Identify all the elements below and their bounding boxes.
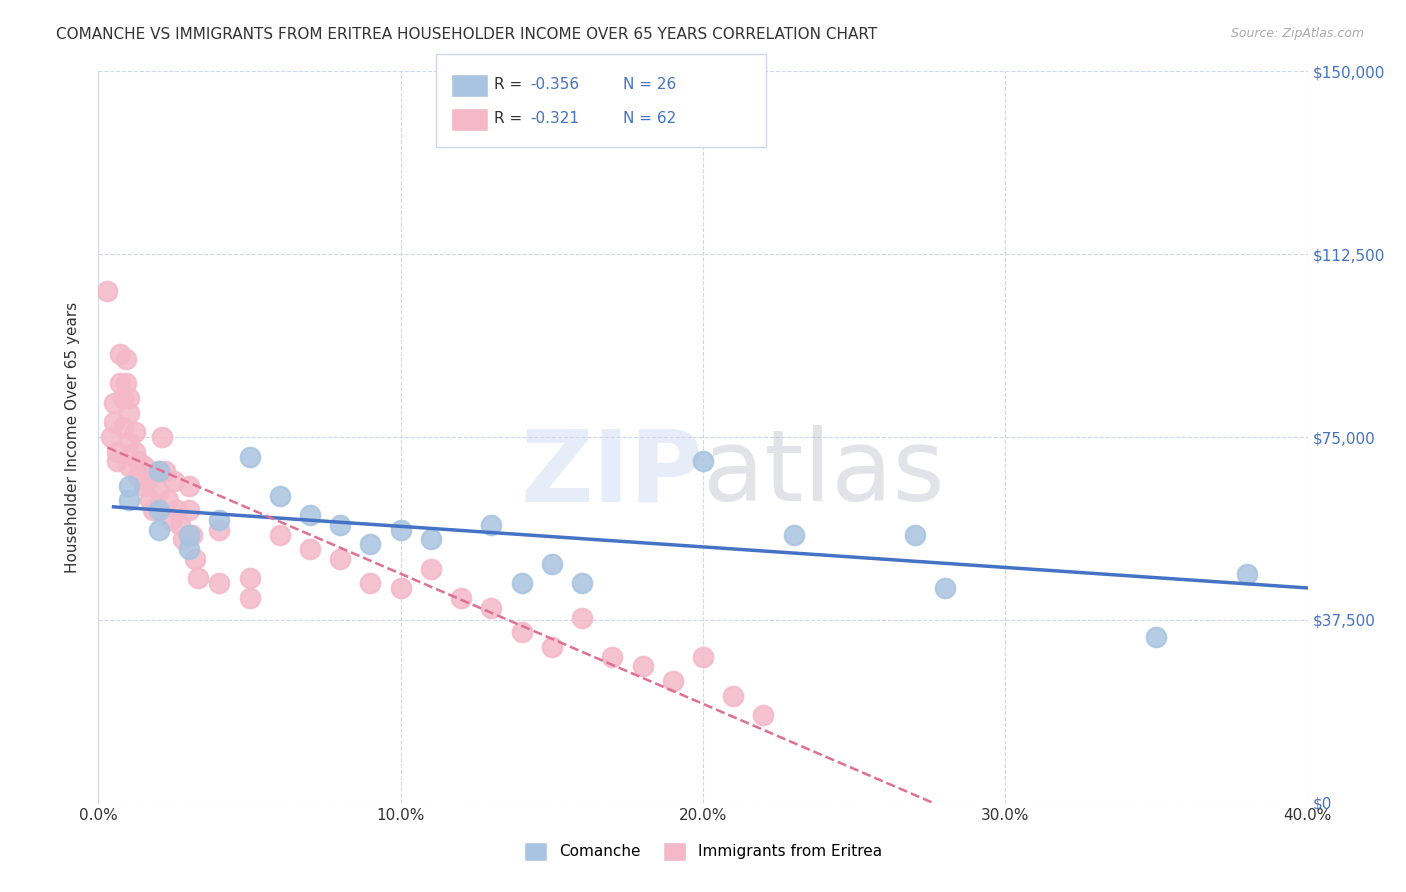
Point: [360, 537, 382, 551]
Point: [150, 430, 173, 444]
Point: [132, 459, 155, 474]
Point: [540, 557, 562, 571]
Point: [129, 464, 152, 478]
Point: [103, 396, 125, 410]
Point: [172, 533, 194, 547]
Point: [118, 406, 141, 420]
Point: [163, 474, 186, 488]
Text: N = 26: N = 26: [623, 78, 676, 92]
Point: [118, 434, 141, 449]
Point: [692, 454, 714, 468]
Point: [187, 572, 209, 586]
Point: [389, 523, 412, 537]
Point: [360, 576, 382, 591]
Point: [692, 649, 714, 664]
Point: [269, 489, 291, 503]
Point: [239, 572, 262, 586]
Point: [108, 376, 131, 391]
Point: [481, 517, 503, 532]
Text: -0.356: -0.356: [530, 78, 579, 92]
Point: [208, 513, 231, 527]
Point: [239, 591, 262, 605]
Text: ZIP: ZIP: [520, 425, 703, 522]
Point: [934, 581, 956, 595]
Point: [208, 576, 231, 591]
Point: [135, 474, 157, 488]
Point: [389, 581, 412, 595]
Point: [114, 376, 136, 391]
Point: [166, 503, 188, 517]
Point: [103, 416, 125, 430]
Point: [510, 625, 533, 640]
Point: [602, 649, 624, 664]
Text: atlas: atlas: [703, 425, 945, 522]
Point: [118, 493, 141, 508]
Point: [160, 513, 183, 527]
Point: [124, 425, 146, 440]
Point: [179, 542, 201, 557]
Point: [184, 552, 207, 566]
Point: [179, 479, 201, 493]
Point: [239, 450, 262, 464]
Point: [329, 517, 352, 532]
Point: [111, 420, 134, 434]
Y-axis label: Householder Income Over 65 years: Householder Income Over 65 years: [65, 301, 80, 573]
Point: [118, 459, 141, 474]
Point: [179, 503, 201, 517]
Point: [783, 527, 806, 541]
Point: [148, 503, 170, 517]
Text: R =: R =: [494, 112, 527, 126]
Point: [139, 493, 162, 508]
Text: COMANCHE VS IMMIGRANTS FROM ERITREA HOUSEHOLDER INCOME OVER 65 YEARS CORRELATION: COMANCHE VS IMMIGRANTS FROM ERITREA HOUS…: [56, 27, 877, 42]
Point: [450, 591, 472, 605]
Point: [481, 600, 503, 615]
Point: [105, 454, 128, 468]
Point: [114, 352, 136, 367]
Point: [132, 479, 155, 493]
Point: [904, 527, 927, 541]
Legend: Comanche, Immigrants from Eritrea: Comanche, Immigrants from Eritrea: [516, 834, 890, 868]
Text: R =: R =: [494, 78, 527, 92]
Point: [571, 610, 593, 624]
Point: [420, 562, 443, 576]
Point: [208, 523, 231, 537]
Point: [299, 508, 322, 522]
Point: [96, 284, 118, 298]
Point: [631, 659, 654, 673]
Point: [571, 576, 593, 591]
Point: [105, 444, 128, 458]
Point: [179, 527, 201, 541]
Point: [142, 503, 165, 517]
Text: -0.321: -0.321: [530, 112, 579, 126]
Point: [108, 347, 131, 361]
Point: [148, 464, 170, 478]
Point: [752, 708, 775, 723]
Point: [181, 527, 204, 541]
Point: [118, 391, 141, 405]
Point: [510, 576, 533, 591]
Point: [1236, 566, 1258, 581]
Point: [100, 430, 122, 444]
Point: [723, 689, 745, 703]
Point: [153, 464, 176, 478]
Point: [420, 533, 443, 547]
Point: [111, 391, 134, 405]
Point: [156, 493, 179, 508]
Point: [540, 640, 562, 654]
Point: [661, 673, 683, 688]
Text: N = 62: N = 62: [623, 112, 676, 126]
Point: [127, 454, 149, 468]
Point: [148, 483, 170, 498]
Point: [124, 444, 146, 458]
Point: [118, 479, 141, 493]
Text: Source: ZipAtlas.com: Source: ZipAtlas.com: [1230, 27, 1364, 40]
Point: [148, 464, 170, 478]
Point: [169, 517, 191, 532]
Point: [329, 552, 352, 566]
Point: [127, 469, 149, 483]
Point: [299, 542, 322, 557]
Point: [148, 523, 170, 537]
Point: [1144, 630, 1167, 644]
Point: [269, 527, 291, 541]
